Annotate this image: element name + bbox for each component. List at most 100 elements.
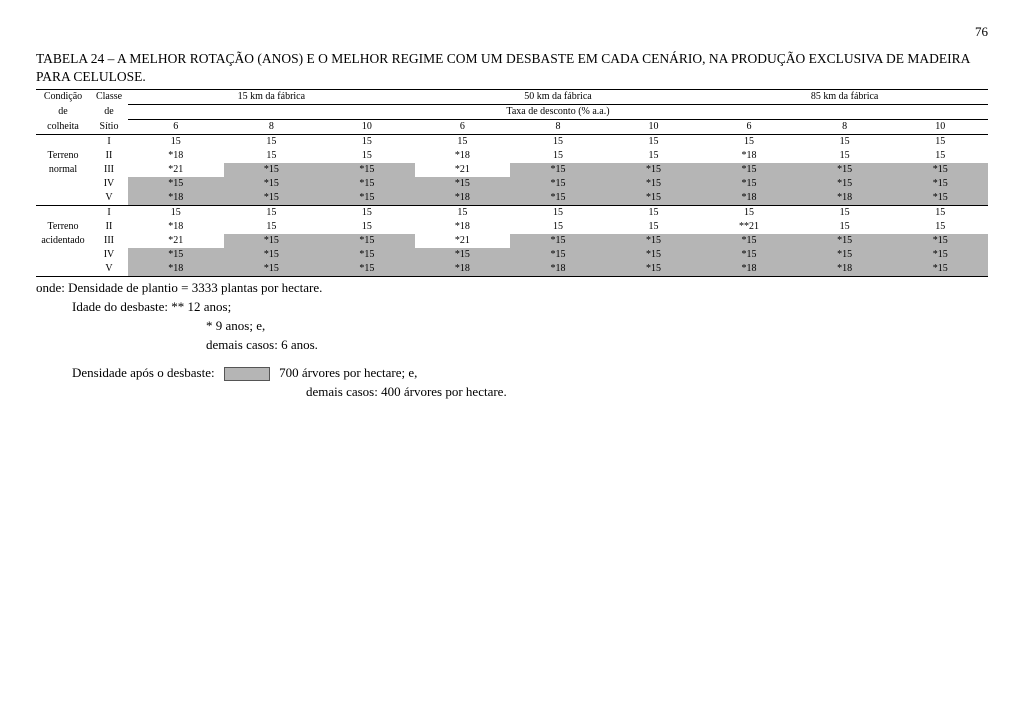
value-cell: *15: [892, 163, 988, 177]
value-cell: *15: [701, 163, 797, 177]
value-cell: 15: [128, 135, 224, 150]
value-cell: 15: [319, 135, 415, 150]
row-group-label: Terreno: [36, 220, 90, 234]
value-cell: *15: [701, 177, 797, 191]
value-cell: *18: [510, 262, 606, 277]
value-cell: *15: [224, 163, 320, 177]
value-cell: 15: [415, 135, 511, 150]
row-group-label: [36, 262, 90, 277]
value-cell: *15: [606, 191, 702, 206]
hdr-rate: 10: [319, 120, 415, 135]
table-row: normalIII*21*15*15*21*15*15*15*15*15: [36, 163, 988, 177]
table-body: I151515151515151515TerrenoII*181515*1815…: [36, 135, 988, 277]
note-onde: onde: Densidade de plantio = 3333 planta…: [36, 279, 988, 298]
value-cell: *15: [892, 177, 988, 191]
value-cell: *21: [415, 234, 511, 248]
site-class: III: [90, 234, 128, 248]
value-cell: 15: [701, 206, 797, 221]
site-class: V: [90, 262, 128, 277]
table-row: TerrenoII*181515*181515**211515: [36, 220, 988, 234]
value-cell: *18: [128, 149, 224, 163]
value-cell: **21: [701, 220, 797, 234]
hdr-dist-15: 15 km da fábrica: [128, 90, 415, 105]
value-cell: *15: [606, 163, 702, 177]
value-cell: 15: [892, 220, 988, 234]
note-densidade-line: Densidade após o desbaste: 700 árvores p…: [72, 364, 988, 383]
value-cell: 15: [510, 135, 606, 150]
footnotes: onde: Densidade de plantio = 3333 planta…: [36, 279, 988, 402]
note-idade: Idade do desbaste: ** 12 anos;: [72, 298, 988, 317]
value-cell: *18: [701, 191, 797, 206]
value-cell: *15: [224, 177, 320, 191]
row-group-label: acidentado: [36, 234, 90, 248]
row-group-label: [36, 248, 90, 262]
value-cell: 15: [892, 135, 988, 150]
value-cell: 15: [606, 206, 702, 221]
value-cell: *15: [797, 234, 893, 248]
page-number: 76: [36, 24, 988, 40]
value-cell: 15: [319, 149, 415, 163]
site-class: IV: [90, 248, 128, 262]
table-row: V*18*15*15*18*15*15*18*18*15: [36, 191, 988, 206]
value-cell: 15: [224, 220, 320, 234]
value-cell: *15: [319, 163, 415, 177]
value-cell: *21: [128, 163, 224, 177]
hdr-class: Classe: [90, 90, 128, 105]
value-cell: *18: [415, 220, 511, 234]
row-group-label: Terreno: [36, 149, 90, 163]
hdr-rate: 8: [224, 120, 320, 135]
value-cell: *15: [606, 234, 702, 248]
value-cell: *15: [224, 248, 320, 262]
hdr-rate: 6: [128, 120, 224, 135]
value-cell: 15: [319, 206, 415, 221]
note-dens-700: 700 árvores por hectare; e,: [279, 365, 417, 380]
hdr-class-2: de: [90, 105, 128, 120]
value-cell: 15: [224, 206, 320, 221]
value-cell: *15: [128, 248, 224, 262]
value-cell: *15: [224, 234, 320, 248]
table-row: I151515151515151515: [36, 135, 988, 150]
site-class: IV: [90, 177, 128, 191]
hdr-cond-3: colheita: [36, 120, 90, 135]
row-group-label: [36, 135, 90, 150]
legend-swatch-shaded: [224, 367, 270, 381]
value-cell: *18: [128, 191, 224, 206]
rotation-table: Condição Classe 15 km da fábrica 50 km d…: [36, 89, 988, 277]
value-cell: 15: [701, 135, 797, 150]
value-cell: *15: [319, 248, 415, 262]
value-cell: *15: [701, 234, 797, 248]
hdr-rate: 10: [892, 120, 988, 135]
note-9anos: * 9 anos; e,: [206, 317, 988, 336]
value-cell: *15: [797, 248, 893, 262]
value-cell: *15: [319, 177, 415, 191]
value-cell: 15: [797, 135, 893, 150]
site-class: II: [90, 220, 128, 234]
value-cell: *15: [510, 163, 606, 177]
value-cell: *15: [510, 191, 606, 206]
value-cell: *15: [797, 177, 893, 191]
value-cell: 15: [892, 206, 988, 221]
value-cell: 15: [606, 135, 702, 150]
hdr-cond-2: de: [36, 105, 90, 120]
site-class: I: [90, 206, 128, 221]
hdr-rate: 6: [415, 120, 511, 135]
hdr-taxa: Taxa de desconto (% a.a.): [128, 105, 988, 120]
value-cell: *15: [415, 248, 511, 262]
value-cell: *18: [128, 220, 224, 234]
value-cell: *15: [892, 191, 988, 206]
value-cell: 15: [128, 206, 224, 221]
value-cell: *15: [892, 248, 988, 262]
note-demais: demais casos: 6 anos.: [206, 336, 988, 355]
table-row: V*18*15*15*18*18*15*18*18*15: [36, 262, 988, 277]
value-cell: *15: [606, 248, 702, 262]
value-cell: *15: [892, 234, 988, 248]
value-cell: *15: [797, 163, 893, 177]
value-cell: *15: [224, 191, 320, 206]
value-cell: *15: [415, 177, 511, 191]
value-cell: *15: [319, 234, 415, 248]
table-title: TABELA 24 – A MELHOR ROTAÇÃO (ANOS) E O …: [36, 50, 988, 85]
value-cell: *18: [128, 262, 224, 277]
hdr-rate: 8: [510, 120, 606, 135]
value-cell: *18: [415, 149, 511, 163]
value-cell: 15: [606, 149, 702, 163]
